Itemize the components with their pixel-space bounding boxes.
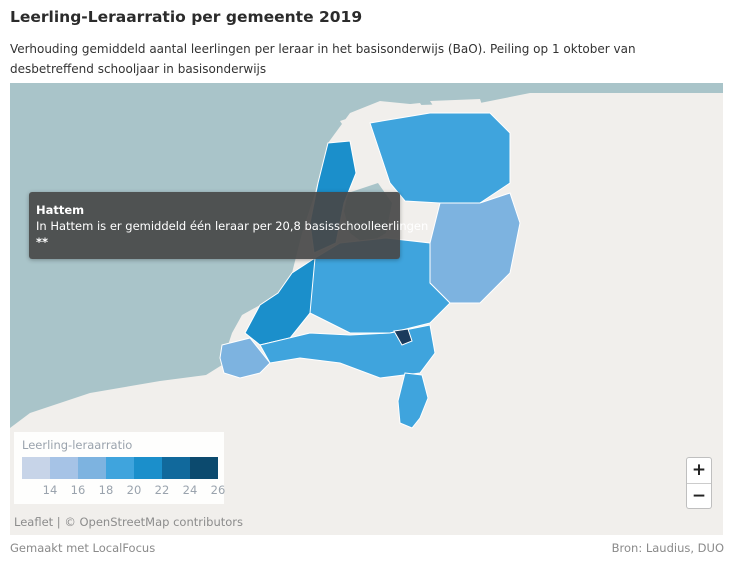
legend-title: Leerling-leraarratio <box>22 438 133 452</box>
legend-swatches <box>22 457 224 479</box>
legend-tick: 24 <box>182 483 198 497</box>
map-tooltip: Hattem In Hattem is er gemiddeld één ler… <box>29 192 429 259</box>
chart-subtitle: Verhouding gemiddeld aantal leerlingen p… <box>10 42 636 76</box>
legend-tick: 22 <box>154 483 170 497</box>
tooltip-title: Hattem <box>36 203 85 217</box>
legend-swatch <box>22 457 50 479</box>
legend-tick: 20 <box>126 483 142 497</box>
wadden-island-3 <box>430 99 482 107</box>
legend-swatch <box>50 457 78 479</box>
osm-link[interactable]: OpenStreetMap contributors <box>79 515 244 529</box>
legend-swatch <box>190 457 218 479</box>
north-sea <box>10 83 723 428</box>
legend-swatch <box>106 457 134 479</box>
legend-tick: 16 <box>70 483 86 497</box>
legend-tick: 26 <box>210 483 226 497</box>
tooltip-text: In Hattem is er gemiddeld één leraar per… <box>36 219 429 233</box>
map-attribution: Leaflet | © OpenStreetMap contributors <box>14 515 243 529</box>
zoom-out-button[interactable]: − <box>691 486 707 506</box>
chart-title: Leerling-Leraarratio per gemeente 2019 <box>10 8 363 26</box>
map-legend: Leerling-leraarratio 14 16 18 20 22 24 2… <box>14 432 226 504</box>
region-limburg <box>397 372 429 429</box>
made-with-link[interactable]: Gemaakt met LocalFocus <box>10 541 156 555</box>
region-brabant <box>259 324 436 379</box>
zoom-in-button[interactable]: + <box>687 458 711 484</box>
map-container[interactable]: Hattem In Hattem is er gemiddeld één ler… <box>10 83 723 535</box>
legend-ticks: 14 16 18 20 22 24 26 <box>22 479 226 497</box>
legend-swatch <box>78 457 106 479</box>
wadden-island-2 <box>382 103 424 113</box>
wadden-island-1 <box>340 111 376 127</box>
legend-swatch <box>162 457 190 479</box>
attribution-separator: | © <box>53 515 80 529</box>
zoom-control: + − <box>686 457 712 509</box>
tooltip-note: ** <box>36 235 49 249</box>
source-text: Bron: Laudius, DUO <box>611 541 724 555</box>
leaflet-link[interactable]: Leaflet <box>14 515 54 529</box>
hattem-municipality <box>393 328 413 346</box>
legend-tick: 18 <box>98 483 114 497</box>
legend-swatch <box>134 457 162 479</box>
legend-tick: 14 <box>42 483 58 497</box>
region-zeeland <box>219 337 271 379</box>
